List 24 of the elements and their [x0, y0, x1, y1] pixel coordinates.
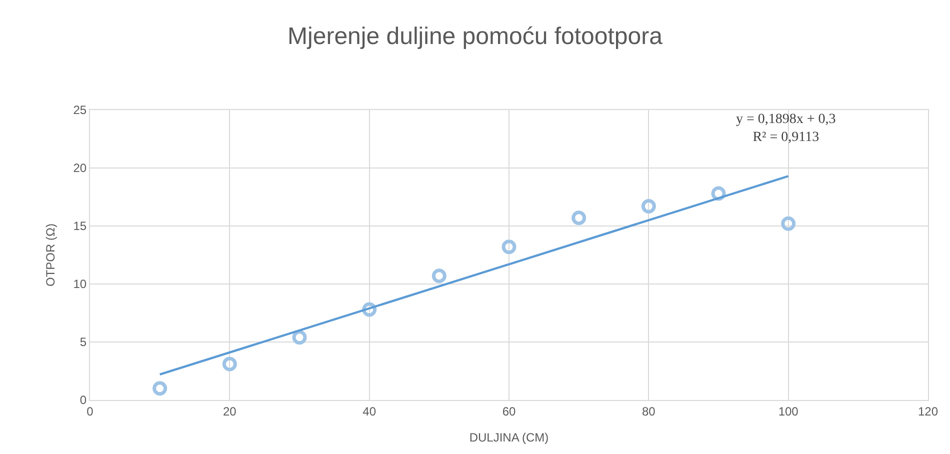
x-tick-label: 40 [362, 404, 376, 418]
point [152, 381, 168, 396]
x-tick-label: 20 [222, 404, 237, 418]
chart-title: Mjerenje duljine pomoću fotootpora [288, 23, 664, 50]
x-tick-label: 80 [642, 404, 656, 418]
point [502, 240, 516, 254]
y-tick-label: 10 [73, 277, 87, 292]
x-tick-label: 100 [778, 404, 799, 418]
y-axis-title: OTPOR (Ω) [44, 224, 58, 286]
point [572, 210, 586, 226]
y-tick-label: 20 [73, 161, 87, 176]
point [641, 199, 656, 214]
x-tick-label: 60 [502, 404, 516, 418]
y-tick-label: 15 [73, 219, 87, 234]
point [222, 356, 237, 372]
point [781, 216, 796, 231]
y-tick-label: 25 [73, 103, 87, 118]
y-tick-label: 0 [80, 393, 87, 408]
point [432, 268, 446, 284]
y-tick-label: 5 [80, 335, 87, 350]
annotation: y = 0,1898x + 0,3 R² = 0,9113 [736, 112, 836, 146]
x-tick-label: 120 [918, 404, 938, 418]
x-axis-title: DULJINA (CM) [469, 430, 549, 444]
point [292, 330, 307, 345]
